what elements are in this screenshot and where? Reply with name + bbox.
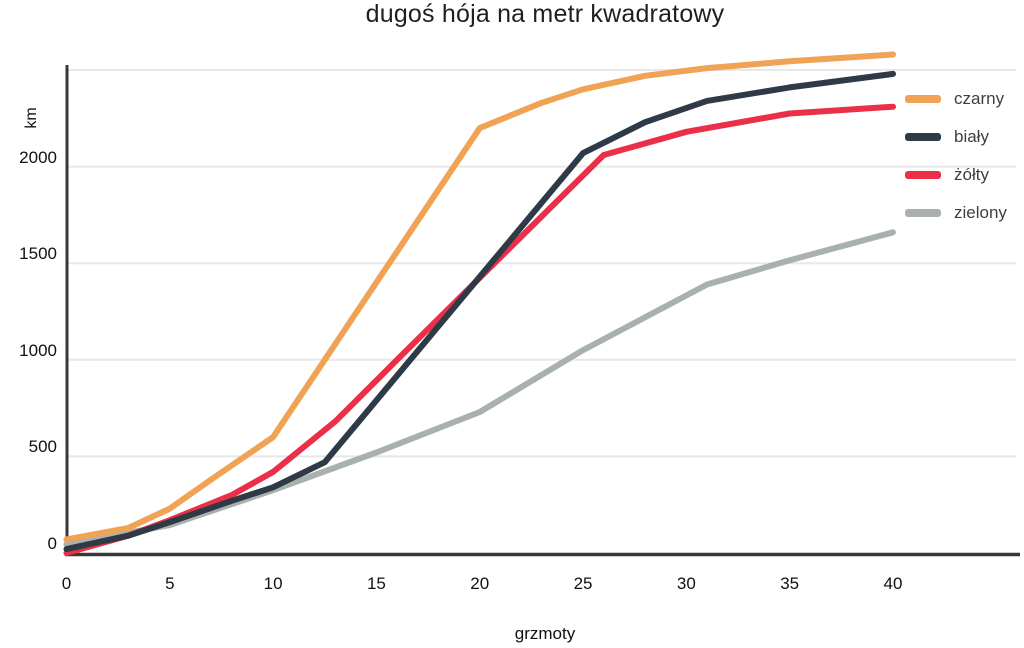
x-tick-label-30: 30 — [676, 574, 696, 593]
legend-swatch-żółty — [905, 171, 941, 179]
legend-label: czarny — [954, 89, 1005, 108]
legend: czarny biały żółty zielony — [905, 88, 1007, 224]
chart-title: dugoś hója na metr kwadratowy — [365, 0, 725, 28]
legend-item-biały: biały — [905, 126, 1007, 148]
series-line-biały — [63, 70, 896, 553]
x-tick-label-35: 35 — [780, 574, 800, 593]
legend-label: zielony — [954, 203, 1007, 222]
x-tick-label-5: 5 — [165, 574, 175, 593]
legend-item-żółty: żółty — [905, 164, 1007, 186]
x-tick-label-25: 25 — [573, 574, 593, 593]
legend-item-czarny: czarny — [905, 88, 1007, 110]
legend-swatch-zielony — [905, 209, 941, 217]
series-line-czarny — [63, 51, 896, 543]
x-tick-label-10: 10 — [263, 574, 283, 593]
y-tick-label-1000: 1000 — [19, 340, 57, 360]
y-tick-label-2000: 2000 — [19, 147, 57, 167]
legend-item-zielony: zielony — [905, 202, 1007, 224]
x-tick-label-20: 20 — [470, 574, 490, 593]
x-tick-label-0: 0 — [61, 574, 72, 593]
legend-label: żółty — [954, 165, 989, 184]
y-tick-label-0: 0 — [47, 534, 57, 553]
x-tick-label-15: 15 — [366, 574, 386, 593]
x-tick-label-40: 40 — [883, 574, 903, 593]
series-line-żółty — [63, 103, 896, 556]
y-tick-label-500: 500 — [28, 437, 57, 457]
legend-swatch-biały — [905, 133, 941, 141]
y-tick-label-1500: 1500 — [19, 244, 57, 264]
y-axis-title: km — [23, 107, 40, 129]
x-axis-title: grzmoty — [514, 624, 576, 643]
legend-label: biały — [954, 127, 989, 146]
legend-swatch-czarny — [905, 95, 941, 103]
